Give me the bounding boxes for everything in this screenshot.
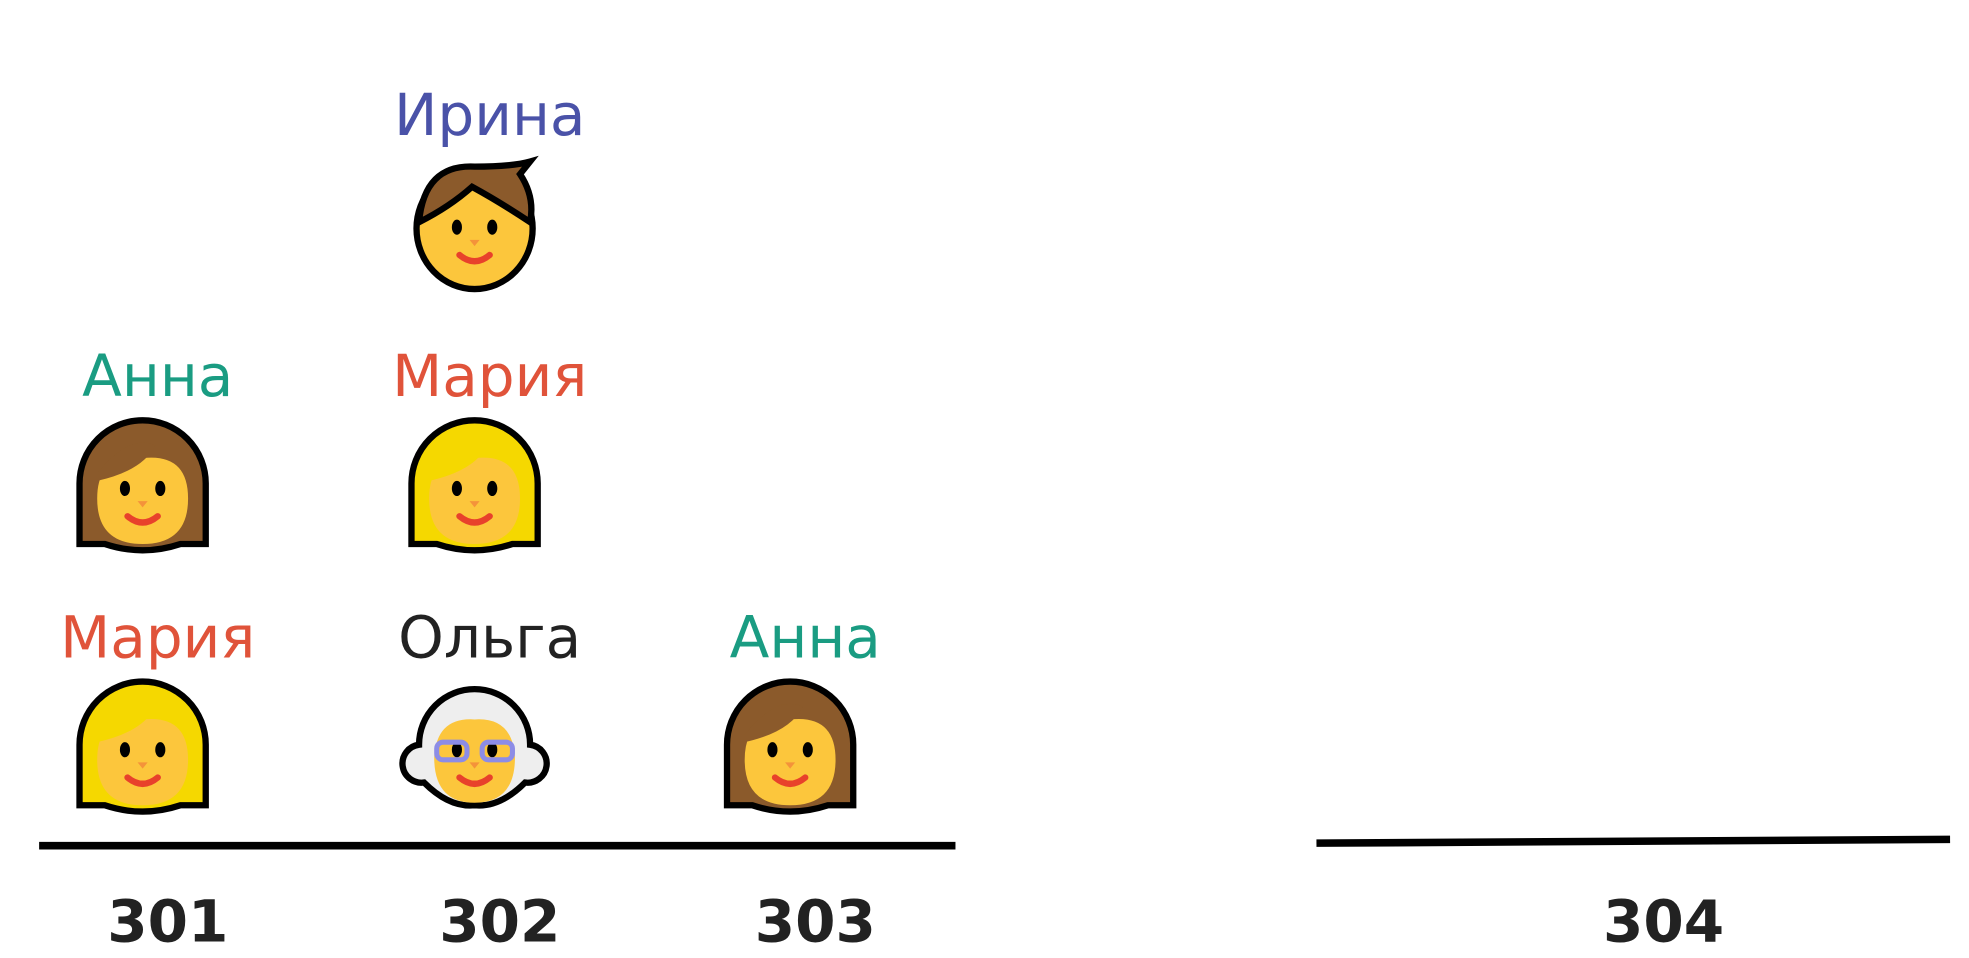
face xyxy=(429,457,521,545)
nose xyxy=(469,239,480,247)
mouth xyxy=(456,774,493,787)
eye xyxy=(487,742,498,758)
room-label: 303 xyxy=(755,887,876,955)
mouth xyxy=(124,513,161,526)
avatar xyxy=(399,686,550,809)
nose xyxy=(469,762,480,769)
eye xyxy=(155,742,166,758)
person-name: Мария xyxy=(60,603,255,671)
mouth xyxy=(124,774,161,787)
avatar xyxy=(76,417,209,554)
person-name: Ольга xyxy=(398,603,581,671)
eye xyxy=(119,480,131,497)
person-name: Ирина xyxy=(394,81,586,149)
bangs xyxy=(429,442,488,481)
eye xyxy=(155,480,166,497)
nose xyxy=(137,501,148,508)
mouth xyxy=(771,774,809,787)
room-label: 302 xyxy=(439,887,560,955)
eye xyxy=(451,480,462,497)
person-name: Анна xyxy=(82,342,233,410)
mouth xyxy=(456,513,493,526)
eye xyxy=(767,742,778,758)
mouth xyxy=(456,251,493,265)
nose xyxy=(469,501,480,508)
eye xyxy=(487,480,498,497)
nose xyxy=(137,762,148,769)
hair xyxy=(415,155,539,228)
face xyxy=(744,718,836,806)
eye xyxy=(802,742,813,758)
eye xyxy=(451,742,462,758)
glasses xyxy=(434,739,470,763)
glasses xyxy=(479,739,515,763)
room-label: 301 xyxy=(107,887,228,955)
bangs xyxy=(744,703,803,743)
face xyxy=(97,718,189,806)
eye xyxy=(487,219,498,235)
bangs xyxy=(97,442,156,481)
room-label: 304 xyxy=(1603,887,1724,955)
avatar xyxy=(408,417,541,554)
eye xyxy=(451,219,462,235)
person-name: Мария xyxy=(392,342,587,410)
avatar xyxy=(76,678,209,815)
bangs xyxy=(97,703,156,743)
avatar xyxy=(413,155,539,293)
person-name: Анна xyxy=(730,603,881,671)
shelf-line xyxy=(1316,835,1951,847)
face xyxy=(97,457,189,545)
nose xyxy=(785,762,796,769)
avatar xyxy=(723,678,857,815)
eye xyxy=(119,742,131,758)
